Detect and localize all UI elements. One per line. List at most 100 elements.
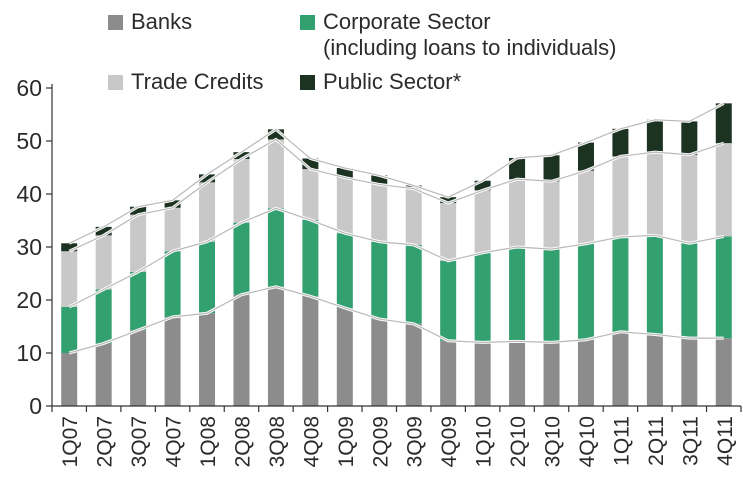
connector-line xyxy=(68,207,724,308)
bar-segment-banks xyxy=(440,340,457,406)
y-tick-label: 50 xyxy=(16,128,42,154)
bar-segment-public-sector xyxy=(440,197,457,204)
legend-item-trade-credits: Trade Credits xyxy=(108,69,263,95)
x-tick-label: 4Q11 xyxy=(714,416,737,466)
bar-segment-banks xyxy=(233,294,250,406)
y-tick-label: 40 xyxy=(16,181,42,207)
bar-segment-corporate-sector xyxy=(130,271,147,331)
bar-segment-trade-credits xyxy=(233,159,250,223)
bar-segment-public-sector xyxy=(199,174,216,183)
bar-segment-public-sector xyxy=(95,226,112,236)
bar-segment-public-sector xyxy=(681,121,698,155)
x-tick-label: 2Q11 xyxy=(645,416,668,466)
bar-segment-corporate-sector xyxy=(543,249,560,343)
legend-swatch-trade-credits xyxy=(108,75,123,90)
bar-segment-trade-credits xyxy=(267,139,284,209)
bar-segment-corporate-sector xyxy=(233,222,250,295)
bar-segment-trade-credits xyxy=(715,143,732,237)
bar-segment-public-sector xyxy=(336,168,353,178)
bar-segment-banks xyxy=(164,316,181,406)
x-tick-label: 3Q08 xyxy=(266,416,289,467)
bar-segment-corporate-sector xyxy=(577,243,594,340)
bar-segment-trade-credits xyxy=(405,188,422,245)
bar-segment-trade-credits xyxy=(646,152,663,236)
bar-segment-trade-credits xyxy=(612,156,629,237)
bar-segment-trade-credits xyxy=(509,179,526,247)
bar-segment-corporate-sector xyxy=(302,219,319,297)
y-tick-label: 20 xyxy=(16,287,42,313)
bar-segment-trade-credits xyxy=(302,169,319,220)
x-tick-label: 3Q07 xyxy=(128,416,151,467)
x-tick-label: 1Q08 xyxy=(197,416,220,467)
connector-lines xyxy=(68,102,725,355)
x-tick-label: 4Q10 xyxy=(576,416,599,467)
bar-segment-corporate-sector xyxy=(267,208,284,287)
bar-segment-corporate-sector xyxy=(509,247,526,342)
bar-segment-public-sector xyxy=(474,180,491,191)
bar-segment-banks xyxy=(302,296,319,406)
bar-segment-banks xyxy=(715,338,732,406)
connector-line xyxy=(68,138,724,252)
bar-segment-banks xyxy=(130,330,147,406)
bar-segment-banks xyxy=(371,319,388,406)
bar-segment-corporate-sector xyxy=(715,236,732,339)
bar-segment-corporate-sector xyxy=(612,236,629,332)
x-axis: 1Q07 2Q07 3Q07 4Q07 1Q08 2Q08 3Q08 4Q08 1Q09 2Q09… xyxy=(51,405,742,467)
connector-line xyxy=(69,286,724,354)
x-tick-label: 1Q11 xyxy=(610,416,633,466)
x-tick-label: 4Q09 xyxy=(438,416,461,467)
x-tick-label: 2Q08 xyxy=(231,416,254,467)
legend-label-trade-credits: Trade Credits xyxy=(131,69,264,94)
bar-segment-banks xyxy=(267,286,284,406)
bar-segment-public-sector xyxy=(543,155,560,182)
legend-item-banks: Banks xyxy=(108,9,192,35)
connector-line xyxy=(68,102,725,244)
y-axis: 0 10 20 30 40 50 60 xyxy=(16,75,53,419)
bar-segment-public-sector xyxy=(164,200,181,208)
bar-segment-trade-credits xyxy=(130,214,147,272)
legend-label-corporate-sector: Corporate Sector (including loans to ind… xyxy=(323,9,617,60)
bar-segment-banks xyxy=(612,331,629,406)
bar-segment-banks xyxy=(577,339,594,406)
bar-segment-trade-credits xyxy=(164,207,181,252)
x-tick-label: 3Q09 xyxy=(404,416,427,467)
bar-segment-corporate-sector xyxy=(474,252,491,343)
bar-segment-trade-credits xyxy=(61,251,78,307)
bar-segment-banks xyxy=(61,353,78,406)
bars xyxy=(61,103,732,406)
bar-segment-corporate-sector xyxy=(95,289,112,344)
bar-segment-banks xyxy=(405,323,422,406)
bar-segment-corporate-sector xyxy=(440,260,457,341)
y-tick-label: 10 xyxy=(16,340,42,366)
y-tick-label: 30 xyxy=(16,234,42,260)
bar-segment-public-sector xyxy=(715,103,732,144)
bar-segment-corporate-sector xyxy=(164,251,181,317)
x-tick-label: 1Q09 xyxy=(335,416,358,467)
x-tick-label: 2Q09 xyxy=(369,416,392,467)
x-tick-label: 4Q08 xyxy=(300,416,323,467)
x-tick-label: 3Q10 xyxy=(542,416,565,467)
bar-segment-public-sector xyxy=(612,128,629,157)
bar-segment-banks xyxy=(474,342,491,406)
y-tick-label: 0 xyxy=(29,393,42,419)
bar-segment-public-sector xyxy=(302,158,319,170)
x-tick-label: 1Q10 xyxy=(473,416,496,467)
legend-swatch-banks xyxy=(108,15,123,30)
legend-swatch-corporate-sector xyxy=(300,15,315,30)
bar-segment-corporate-sector xyxy=(646,235,663,335)
bar-segment-corporate-sector xyxy=(199,241,216,314)
legend-swatch-public-sector xyxy=(300,75,315,90)
bar-segment-corporate-sector xyxy=(336,233,353,308)
legend-item-public-sector: Public Sector* xyxy=(300,69,461,95)
bar-segment-corporate-sector xyxy=(61,306,78,353)
bar-segment-public-sector xyxy=(577,142,594,171)
bar-segment-banks xyxy=(543,342,560,406)
bar-segment-public-sector xyxy=(646,119,663,153)
bar-segment-banks xyxy=(509,341,526,406)
bar-segment-public-sector xyxy=(61,243,78,252)
bar-segment-public-sector xyxy=(233,152,250,160)
bar-segment-trade-credits xyxy=(543,181,560,250)
bar-segment-trade-credits xyxy=(681,154,698,244)
legend-label-banks: Banks xyxy=(131,9,193,34)
legend-label-public-sector: Public Sector* xyxy=(323,69,462,94)
